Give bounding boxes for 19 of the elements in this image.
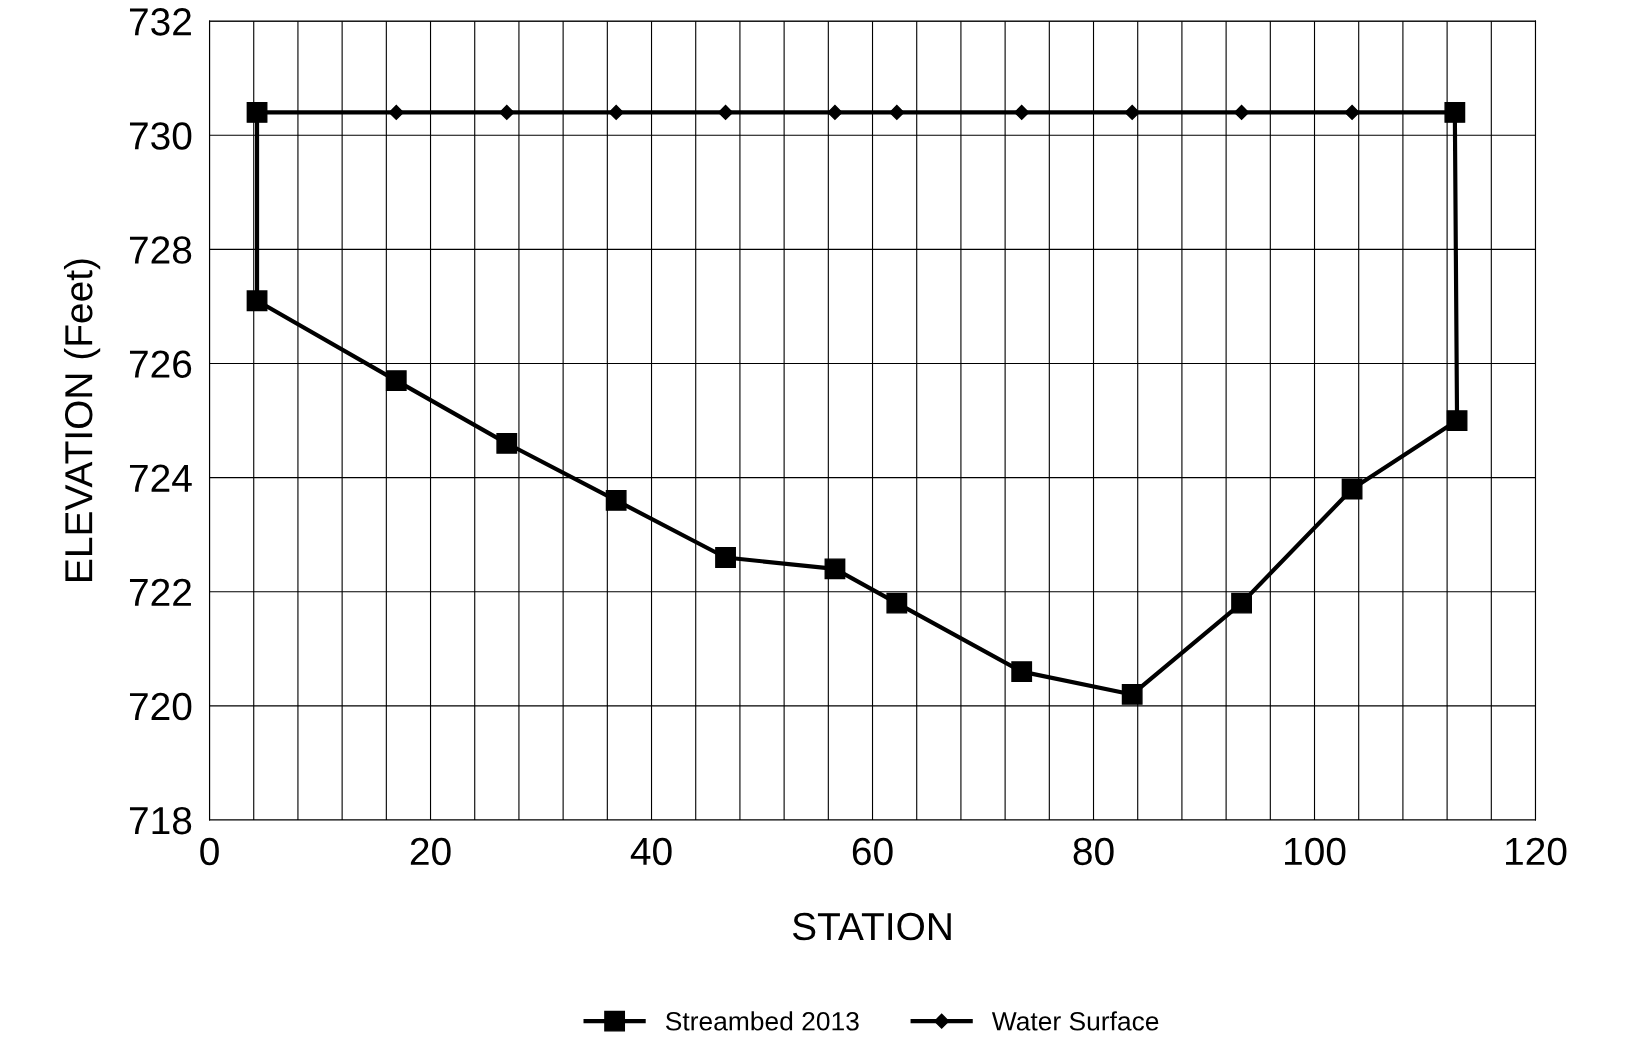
x-tick-label: 100 bbox=[1285, 837, 1346, 866]
legend-label: Streambed 2013 bbox=[665, 1011, 859, 1031]
y-tick-label: 722 bbox=[129, 578, 191, 606]
y-tick-label: 732 bbox=[129, 8, 191, 36]
y-tick-label: 730 bbox=[129, 122, 192, 150]
legend-label: Water Surface bbox=[991, 1011, 1159, 1031]
y-tick-label: 724 bbox=[129, 464, 192, 492]
x-tick-label: 60 bbox=[852, 837, 893, 866]
x-tick-label: 80 bbox=[1073, 837, 1114, 866]
y-tick-label: 728 bbox=[129, 236, 192, 264]
x-axis-title: STATION bbox=[792, 912, 951, 941]
y-tick-label: 720 bbox=[129, 692, 192, 721]
x-tick-label: 120 bbox=[1506, 837, 1567, 866]
y-tick-label: 718 bbox=[129, 806, 192, 835]
y-axis-title: ELEVATION (Feet) bbox=[63, 259, 101, 581]
y-tick-label: 726 bbox=[129, 350, 192, 378]
x-tick-label: 40 bbox=[630, 837, 672, 866]
x-tick-label: 20 bbox=[410, 837, 451, 866]
x-tick-label: 0 bbox=[200, 837, 219, 866]
